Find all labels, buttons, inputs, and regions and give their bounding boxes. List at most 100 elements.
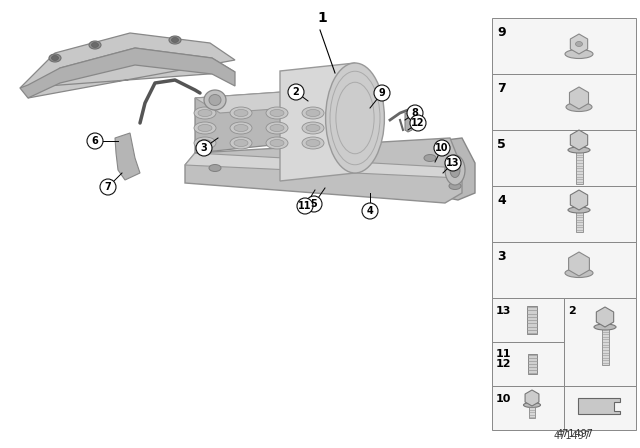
Text: 13: 13	[446, 158, 460, 168]
Ellipse shape	[306, 109, 320, 116]
Bar	[529, 404, 535, 418]
Text: 11: 11	[298, 201, 312, 211]
Polygon shape	[185, 153, 462, 178]
Bar	[492, 130, 636, 186]
Circle shape	[297, 198, 313, 214]
Ellipse shape	[266, 122, 288, 134]
Ellipse shape	[450, 163, 460, 177]
Ellipse shape	[270, 109, 284, 116]
Ellipse shape	[230, 107, 252, 119]
Ellipse shape	[51, 56, 58, 60]
Ellipse shape	[194, 137, 216, 149]
Polygon shape	[525, 390, 539, 406]
Text: 9: 9	[379, 88, 385, 98]
Ellipse shape	[449, 182, 461, 190]
Ellipse shape	[234, 139, 248, 146]
Ellipse shape	[566, 103, 592, 112]
Ellipse shape	[172, 38, 179, 43]
Circle shape	[196, 140, 212, 156]
Ellipse shape	[302, 122, 324, 134]
Bar	[492, 242, 636, 298]
Text: 10: 10	[435, 143, 449, 153]
Bar	[492, 186, 636, 242]
Polygon shape	[570, 34, 588, 54]
Ellipse shape	[565, 49, 593, 59]
Ellipse shape	[230, 137, 252, 149]
Ellipse shape	[445, 155, 465, 185]
Text: 3: 3	[497, 250, 506, 263]
Ellipse shape	[270, 139, 284, 146]
Text: 12: 12	[412, 118, 425, 128]
Text: 2: 2	[292, 87, 300, 97]
Ellipse shape	[194, 122, 216, 134]
Ellipse shape	[209, 164, 221, 172]
Ellipse shape	[230, 122, 252, 134]
Polygon shape	[596, 307, 614, 327]
Bar	[527, 306, 537, 334]
Ellipse shape	[266, 107, 288, 119]
Text: 13: 13	[496, 306, 511, 316]
Bar	[492, 74, 636, 130]
Bar	[575, 209, 582, 232]
Text: 7: 7	[104, 182, 111, 192]
Polygon shape	[405, 113, 412, 132]
Text: 2: 2	[568, 306, 576, 316]
Circle shape	[407, 105, 423, 121]
Text: 12: 12	[496, 359, 511, 369]
Text: 4: 4	[367, 206, 373, 216]
Polygon shape	[340, 138, 475, 200]
Text: 10: 10	[496, 394, 511, 404]
Polygon shape	[185, 138, 462, 203]
Bar	[575, 148, 582, 184]
Ellipse shape	[209, 95, 221, 105]
Polygon shape	[568, 252, 589, 276]
Ellipse shape	[266, 137, 288, 149]
Polygon shape	[570, 130, 588, 150]
Bar	[492, 386, 564, 430]
Ellipse shape	[204, 90, 226, 110]
Ellipse shape	[270, 125, 284, 132]
Bar	[492, 298, 564, 342]
Bar	[527, 354, 536, 374]
Ellipse shape	[306, 139, 320, 146]
Text: 7: 7	[497, 82, 506, 95]
Polygon shape	[20, 33, 235, 98]
Circle shape	[100, 179, 116, 195]
Bar	[492, 18, 636, 74]
Ellipse shape	[49, 54, 61, 62]
Ellipse shape	[198, 139, 212, 146]
Circle shape	[434, 140, 450, 156]
Ellipse shape	[302, 137, 324, 149]
Text: 471497: 471497	[557, 429, 593, 439]
Ellipse shape	[194, 107, 216, 119]
Bar	[564, 386, 636, 430]
Ellipse shape	[306, 125, 320, 132]
Text: 5: 5	[310, 199, 317, 209]
Ellipse shape	[344, 158, 356, 164]
Ellipse shape	[302, 107, 324, 119]
Text: 6: 6	[92, 136, 99, 146]
Text: 5: 5	[497, 138, 506, 151]
Ellipse shape	[326, 63, 385, 173]
Circle shape	[87, 133, 103, 149]
Ellipse shape	[575, 42, 582, 47]
Text: 9: 9	[497, 26, 506, 39]
Ellipse shape	[89, 41, 101, 49]
Text: 11: 11	[496, 349, 511, 359]
Bar	[492, 342, 564, 386]
Text: 3: 3	[200, 143, 207, 153]
Text: 471497: 471497	[554, 431, 591, 441]
Ellipse shape	[594, 324, 616, 330]
Polygon shape	[280, 63, 355, 181]
Text: 8: 8	[412, 108, 419, 118]
Polygon shape	[578, 398, 620, 414]
Polygon shape	[195, 88, 340, 153]
Circle shape	[306, 196, 322, 212]
Polygon shape	[115, 133, 140, 180]
Text: 1: 1	[317, 11, 327, 25]
Circle shape	[362, 203, 378, 219]
Ellipse shape	[524, 402, 541, 408]
Polygon shape	[195, 88, 355, 113]
Ellipse shape	[568, 207, 590, 213]
Ellipse shape	[424, 155, 436, 161]
